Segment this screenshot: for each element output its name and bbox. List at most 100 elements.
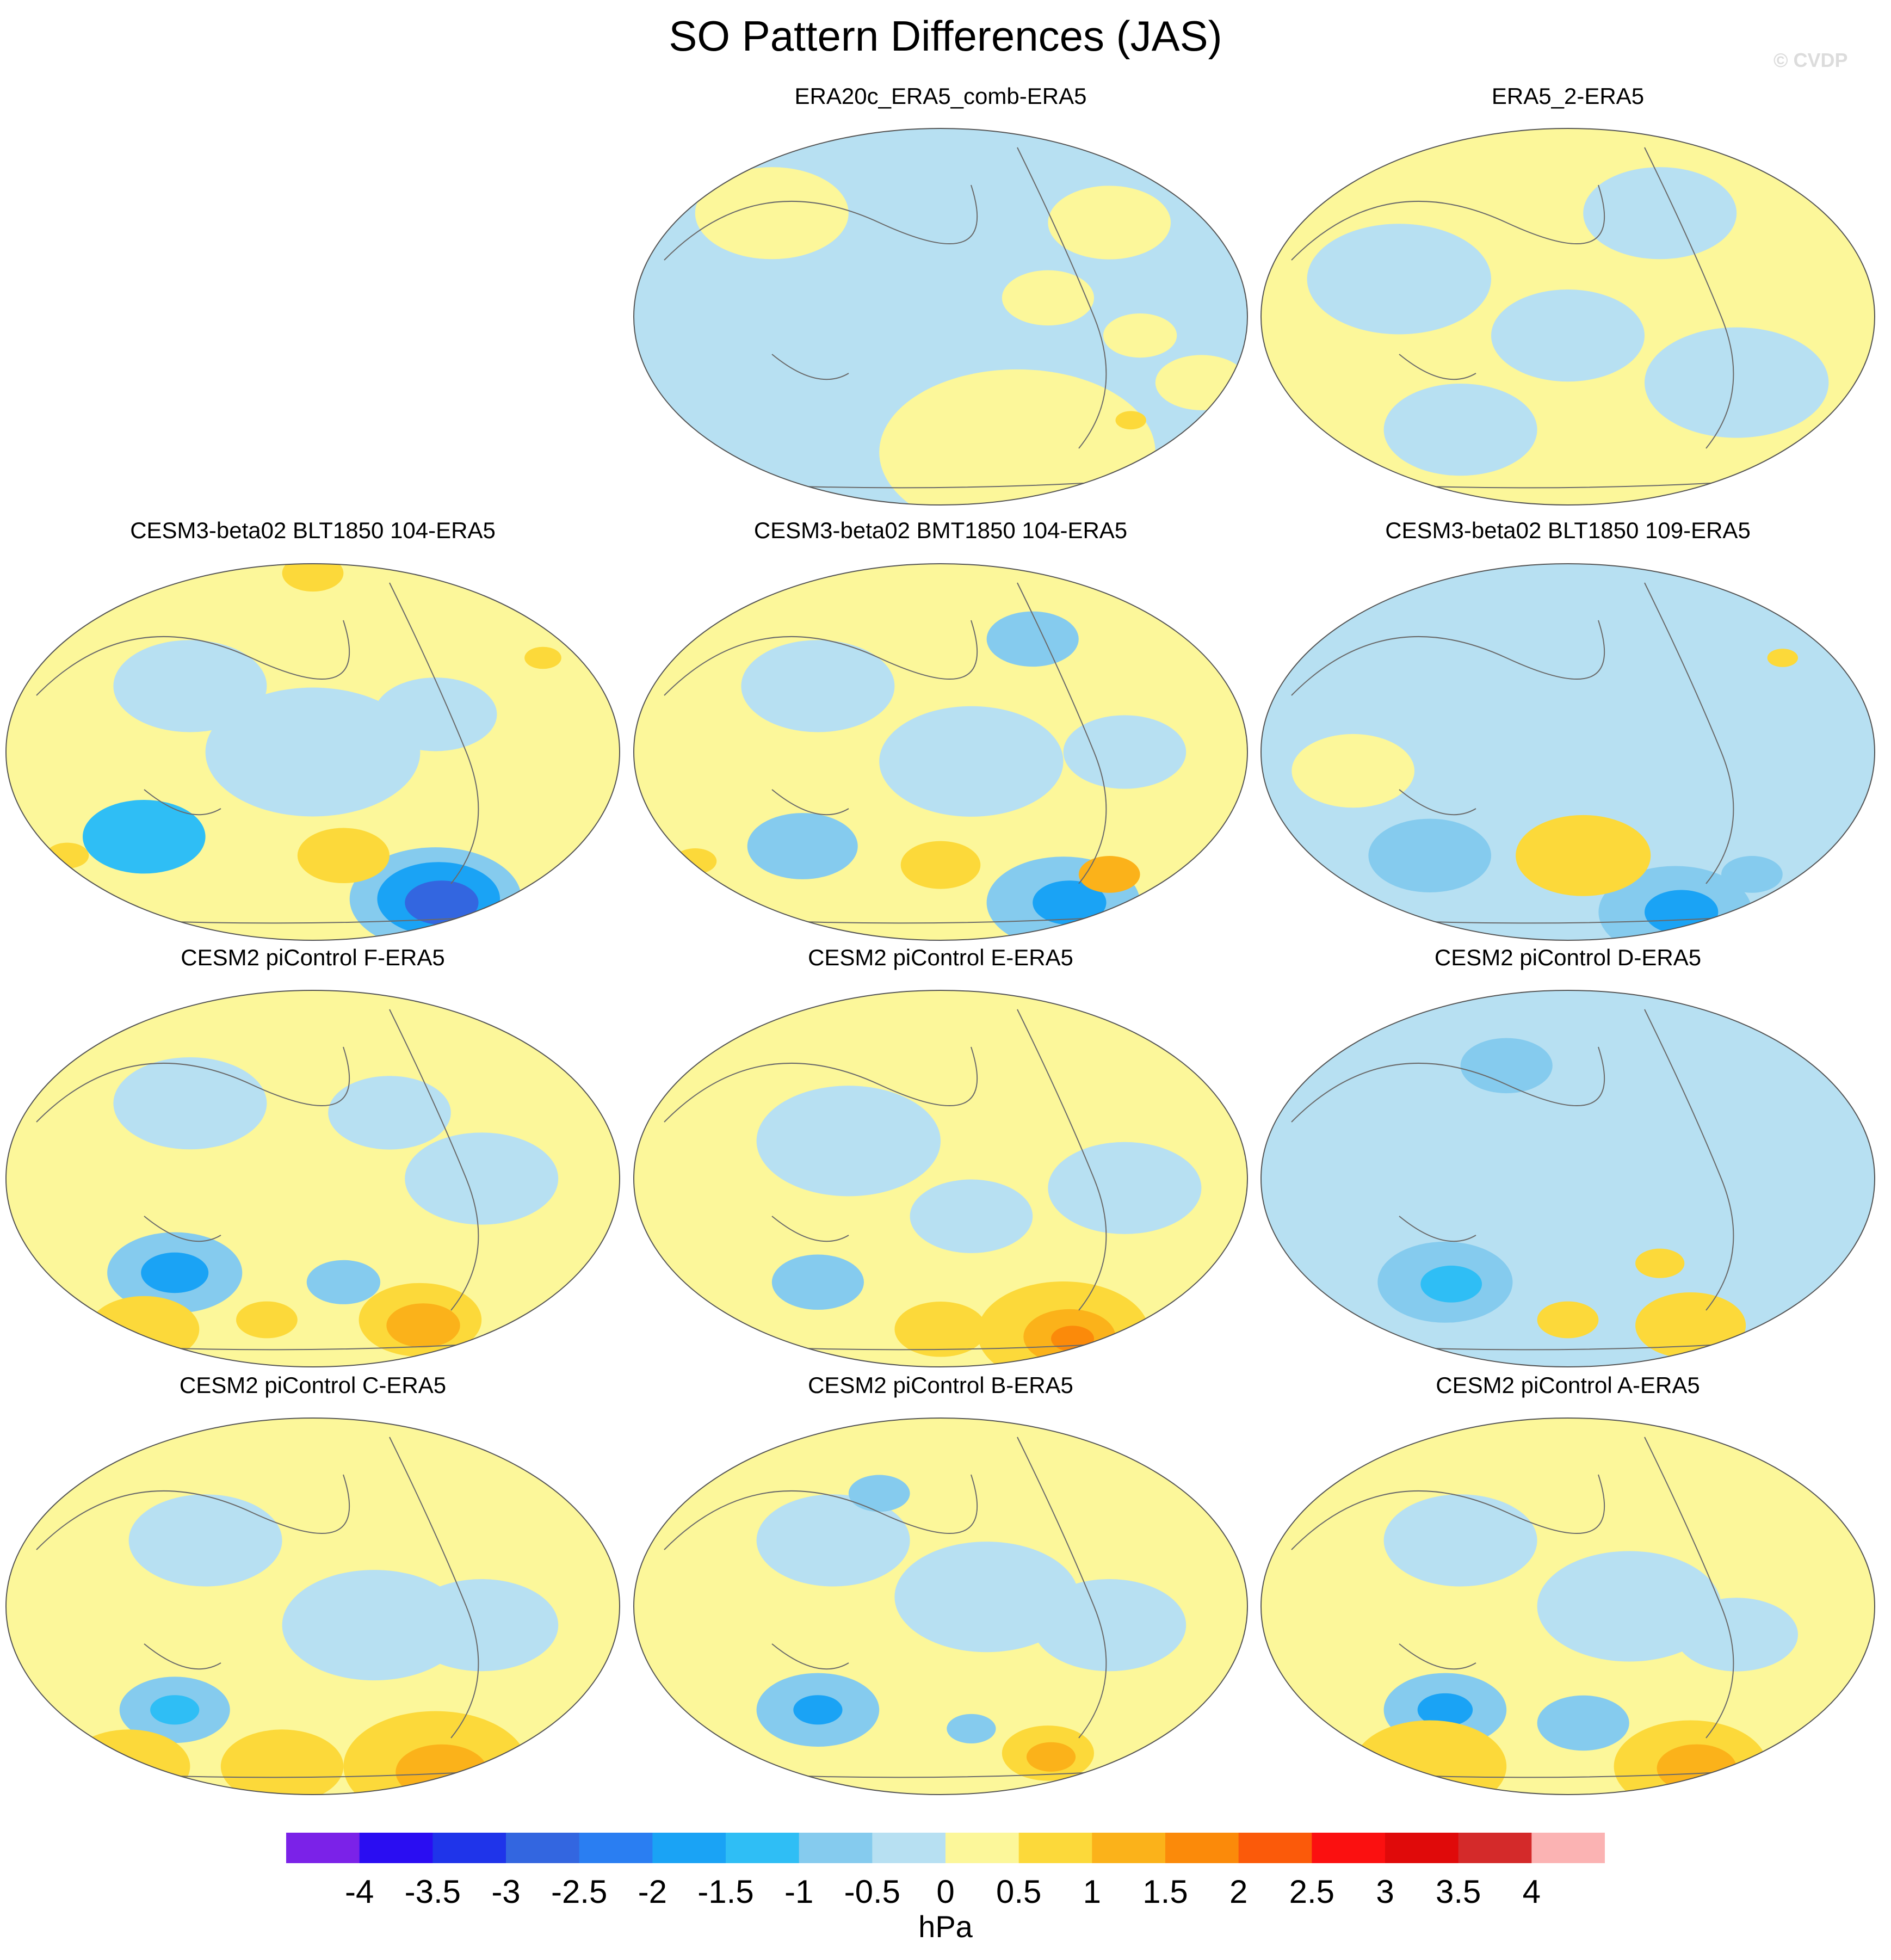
- negative-anomaly-region: [986, 611, 1079, 667]
- colorbar-tick-label: -3: [491, 1873, 521, 1910]
- colorbar: [286, 1833, 1605, 1863]
- colorbar-box-0: [286, 1833, 360, 1863]
- panel-title: CESM3-beta02 BLT1850 109-ERA5: [1385, 517, 1751, 543]
- colorbar-box-10: [1018, 1833, 1092, 1863]
- negative-anomaly-region: [1383, 1494, 1537, 1587]
- colorbar-tick-label: 0.5: [996, 1873, 1042, 1910]
- positive-anomaly-region: [1353, 1720, 1507, 1795]
- colorbar-box-11: [1092, 1833, 1166, 1863]
- coastline: [664, 147, 1186, 489]
- map-panel: [5, 1417, 620, 1795]
- positive-anomaly-region: [1516, 815, 1651, 896]
- colorbar-box-9: [946, 1833, 1019, 1863]
- negative-anomaly-region: [1420, 1265, 1482, 1303]
- globe-outline: [633, 990, 1248, 1367]
- coastline: [664, 1437, 1186, 1778]
- map-panel: [633, 1417, 1248, 1795]
- positive-anomaly-region: [1051, 1326, 1094, 1352]
- positive-anomaly-region: [89, 1296, 200, 1363]
- negative-anomaly-region: [1491, 289, 1645, 382]
- positive-anomaly-region: [1635, 1292, 1746, 1359]
- negative-anomaly-region: [306, 1260, 381, 1304]
- positive-anomaly-region: [1002, 270, 1094, 326]
- coastline: [1291, 147, 1814, 489]
- negative-anomaly-region: [771, 1254, 864, 1310]
- positive-anomaly-region: [1155, 355, 1247, 410]
- colorbar-box-3: [506, 1833, 580, 1863]
- colorbar-box-6: [726, 1833, 800, 1863]
- negative-anomaly-region: [1368, 604, 1768, 844]
- negative-anomaly-region: [1033, 880, 1107, 925]
- panel-title: CESM2 piControl B-ERA5: [808, 1372, 1073, 1398]
- colorbar-box-7: [799, 1833, 873, 1863]
- negative-anomaly-region: [405, 1579, 559, 1672]
- panel-title: ERA5_2-ERA5: [1491, 83, 1645, 109]
- colorbar-tick-label: -3.5: [404, 1873, 461, 1910]
- colorbar-box-8: [872, 1833, 946, 1863]
- negative-anomaly-region: [113, 640, 267, 732]
- map-panel: [1260, 128, 1875, 506]
- colorbar-tick-label: -1.5: [697, 1873, 754, 1910]
- colorbar-tick-label: -4: [344, 1873, 374, 1910]
- negative-anomaly-region: [756, 1494, 910, 1587]
- panel-title: CESM2 piControl A-ERA5: [1436, 1372, 1700, 1398]
- colorbar-unit-label: hPa: [918, 1909, 973, 1944]
- negative-anomaly-region: [879, 706, 1064, 817]
- negative-anomaly-region: [113, 1057, 267, 1150]
- colorbar-tick-label: 3.5: [1435, 1873, 1481, 1910]
- panel-title: CESM2 piControl D-ERA5: [1434, 945, 1702, 970]
- map-panel: [1260, 990, 1875, 1367]
- colorbar-box-16: [1458, 1833, 1532, 1863]
- colorbar-tick-label: 2: [1229, 1873, 1248, 1910]
- panel-title: CESM2 piControl C-ERA5: [179, 1372, 447, 1398]
- negative-anomaly-region: [1537, 1695, 1629, 1751]
- globe-outline: [633, 128, 1248, 506]
- positive-anomaly-region: [1103, 313, 1177, 358]
- globe-outline: [633, 563, 1248, 941]
- coastline: [1291, 582, 1814, 924]
- colorbar-tick-label: 0: [936, 1873, 955, 1910]
- colorbar-box-15: [1385, 1833, 1459, 1863]
- positive-anomaly-region: [395, 1744, 488, 1795]
- positive-anomaly-region: [1291, 734, 1414, 808]
- colorbar-box-4: [579, 1833, 653, 1863]
- colorbar-tick-label: -0.5: [844, 1873, 901, 1910]
- negative-anomaly-region: [1063, 715, 1186, 789]
- positive-anomaly-region: [900, 841, 981, 889]
- colorbar-box-12: [1165, 1833, 1239, 1863]
- negative-anomaly-region: [374, 677, 497, 751]
- positive-anomaly-region: [1048, 186, 1171, 260]
- negative-anomaly-region: [793, 1695, 843, 1725]
- colorbar-tick-label: 1: [1083, 1873, 1102, 1910]
- positive-anomaly-region: [236, 1301, 298, 1339]
- globe-outline: [1260, 1417, 1875, 1795]
- negative-anomaly-region: [1417, 1693, 1473, 1727]
- coastline: [36, 582, 559, 924]
- colorbar-tick-label: 1.5: [1142, 1873, 1188, 1910]
- negative-anomaly-region: [741, 640, 895, 732]
- coastline: [36, 1009, 559, 1351]
- panel-title: CESM2 piControl F-ERA5: [181, 945, 445, 970]
- map-panel: [633, 128, 1248, 506]
- colorbar-box-14: [1312, 1833, 1386, 1863]
- negative-anomaly-region: [1383, 384, 1537, 476]
- globe-outline: [1260, 128, 1875, 506]
- colorbar-tick-label: 3: [1376, 1873, 1394, 1910]
- positive-anomaly-region: [386, 1303, 460, 1348]
- globe-outline: [633, 1417, 1248, 1795]
- map-panel: [5, 990, 620, 1367]
- negative-anomaly-region: [947, 1714, 996, 1743]
- positive-anomaly-region: [1537, 1301, 1599, 1339]
- map-panel: [1260, 563, 1875, 941]
- negative-anomaly-region: [1048, 1142, 1202, 1234]
- positive-anomaly-region: [67, 1729, 190, 1795]
- panel-title: ERA20c_ERA5_comb-ERA5: [794, 83, 1087, 109]
- map-panel: [633, 990, 1248, 1367]
- colorbar-box-5: [652, 1833, 726, 1863]
- colorbar-tick-label: -1: [784, 1873, 814, 1910]
- colorbar-tick-label: 4: [1522, 1873, 1541, 1910]
- globe-outline: [1260, 990, 1875, 1367]
- negative-anomaly-region: [1645, 327, 1829, 438]
- positive-anomaly-region: [1078, 856, 1140, 893]
- negative-anomaly-region: [1721, 856, 1783, 893]
